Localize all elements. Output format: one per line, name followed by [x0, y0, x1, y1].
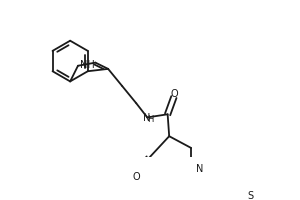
Text: NH: NH — [80, 60, 94, 70]
Text: O: O — [133, 172, 140, 182]
Text: H: H — [147, 115, 154, 124]
Text: N: N — [143, 113, 150, 123]
Text: O: O — [171, 89, 178, 99]
Text: N: N — [196, 164, 203, 174]
Text: S: S — [248, 191, 254, 200]
